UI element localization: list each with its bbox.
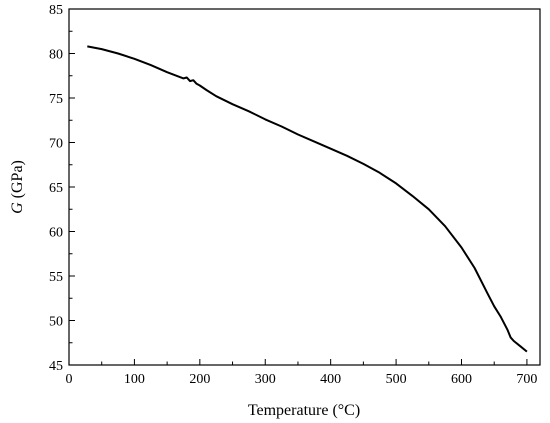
x-axis-label: Temperature (°C) <box>248 402 360 419</box>
y-tick-label: 45 <box>49 359 63 374</box>
series-line <box>87 45 528 353</box>
x-tick-label: 200 <box>189 372 210 387</box>
x-tick-label: 0 <box>66 372 73 387</box>
x-tick-label: 100 <box>124 372 145 387</box>
x-tick-label: 400 <box>320 372 341 387</box>
x-tick-label: 600 <box>451 372 472 387</box>
x-tick-label: 300 <box>255 372 276 387</box>
y-tick-label: 75 <box>49 92 63 107</box>
y-axis-unit: (GPa) <box>9 160 26 202</box>
plot-frame <box>68 8 541 366</box>
y-tick-label: 70 <box>49 137 63 152</box>
x-tick-label: 700 <box>516 372 537 387</box>
y-tick-label: 80 <box>49 48 63 63</box>
x-tick-label: 500 <box>386 372 407 387</box>
x-axis-ticks: 0 100 200 300 400 500 600 700 <box>66 359 537 387</box>
series-layer <box>87 45 528 353</box>
y-axis-ticks: 45 50 55 60 65 70 75 80 85 <box>49 3 75 374</box>
y-axis-symbol: G <box>9 202 26 214</box>
y-tick-label: 65 <box>49 181 63 196</box>
y-axis-label: G (GPa) <box>9 160 26 214</box>
y-tick-label: 85 <box>49 3 63 18</box>
y-tick-label: 60 <box>49 226 63 241</box>
y-tick-label: 50 <box>49 315 63 330</box>
y-tick-label: 55 <box>49 270 63 285</box>
